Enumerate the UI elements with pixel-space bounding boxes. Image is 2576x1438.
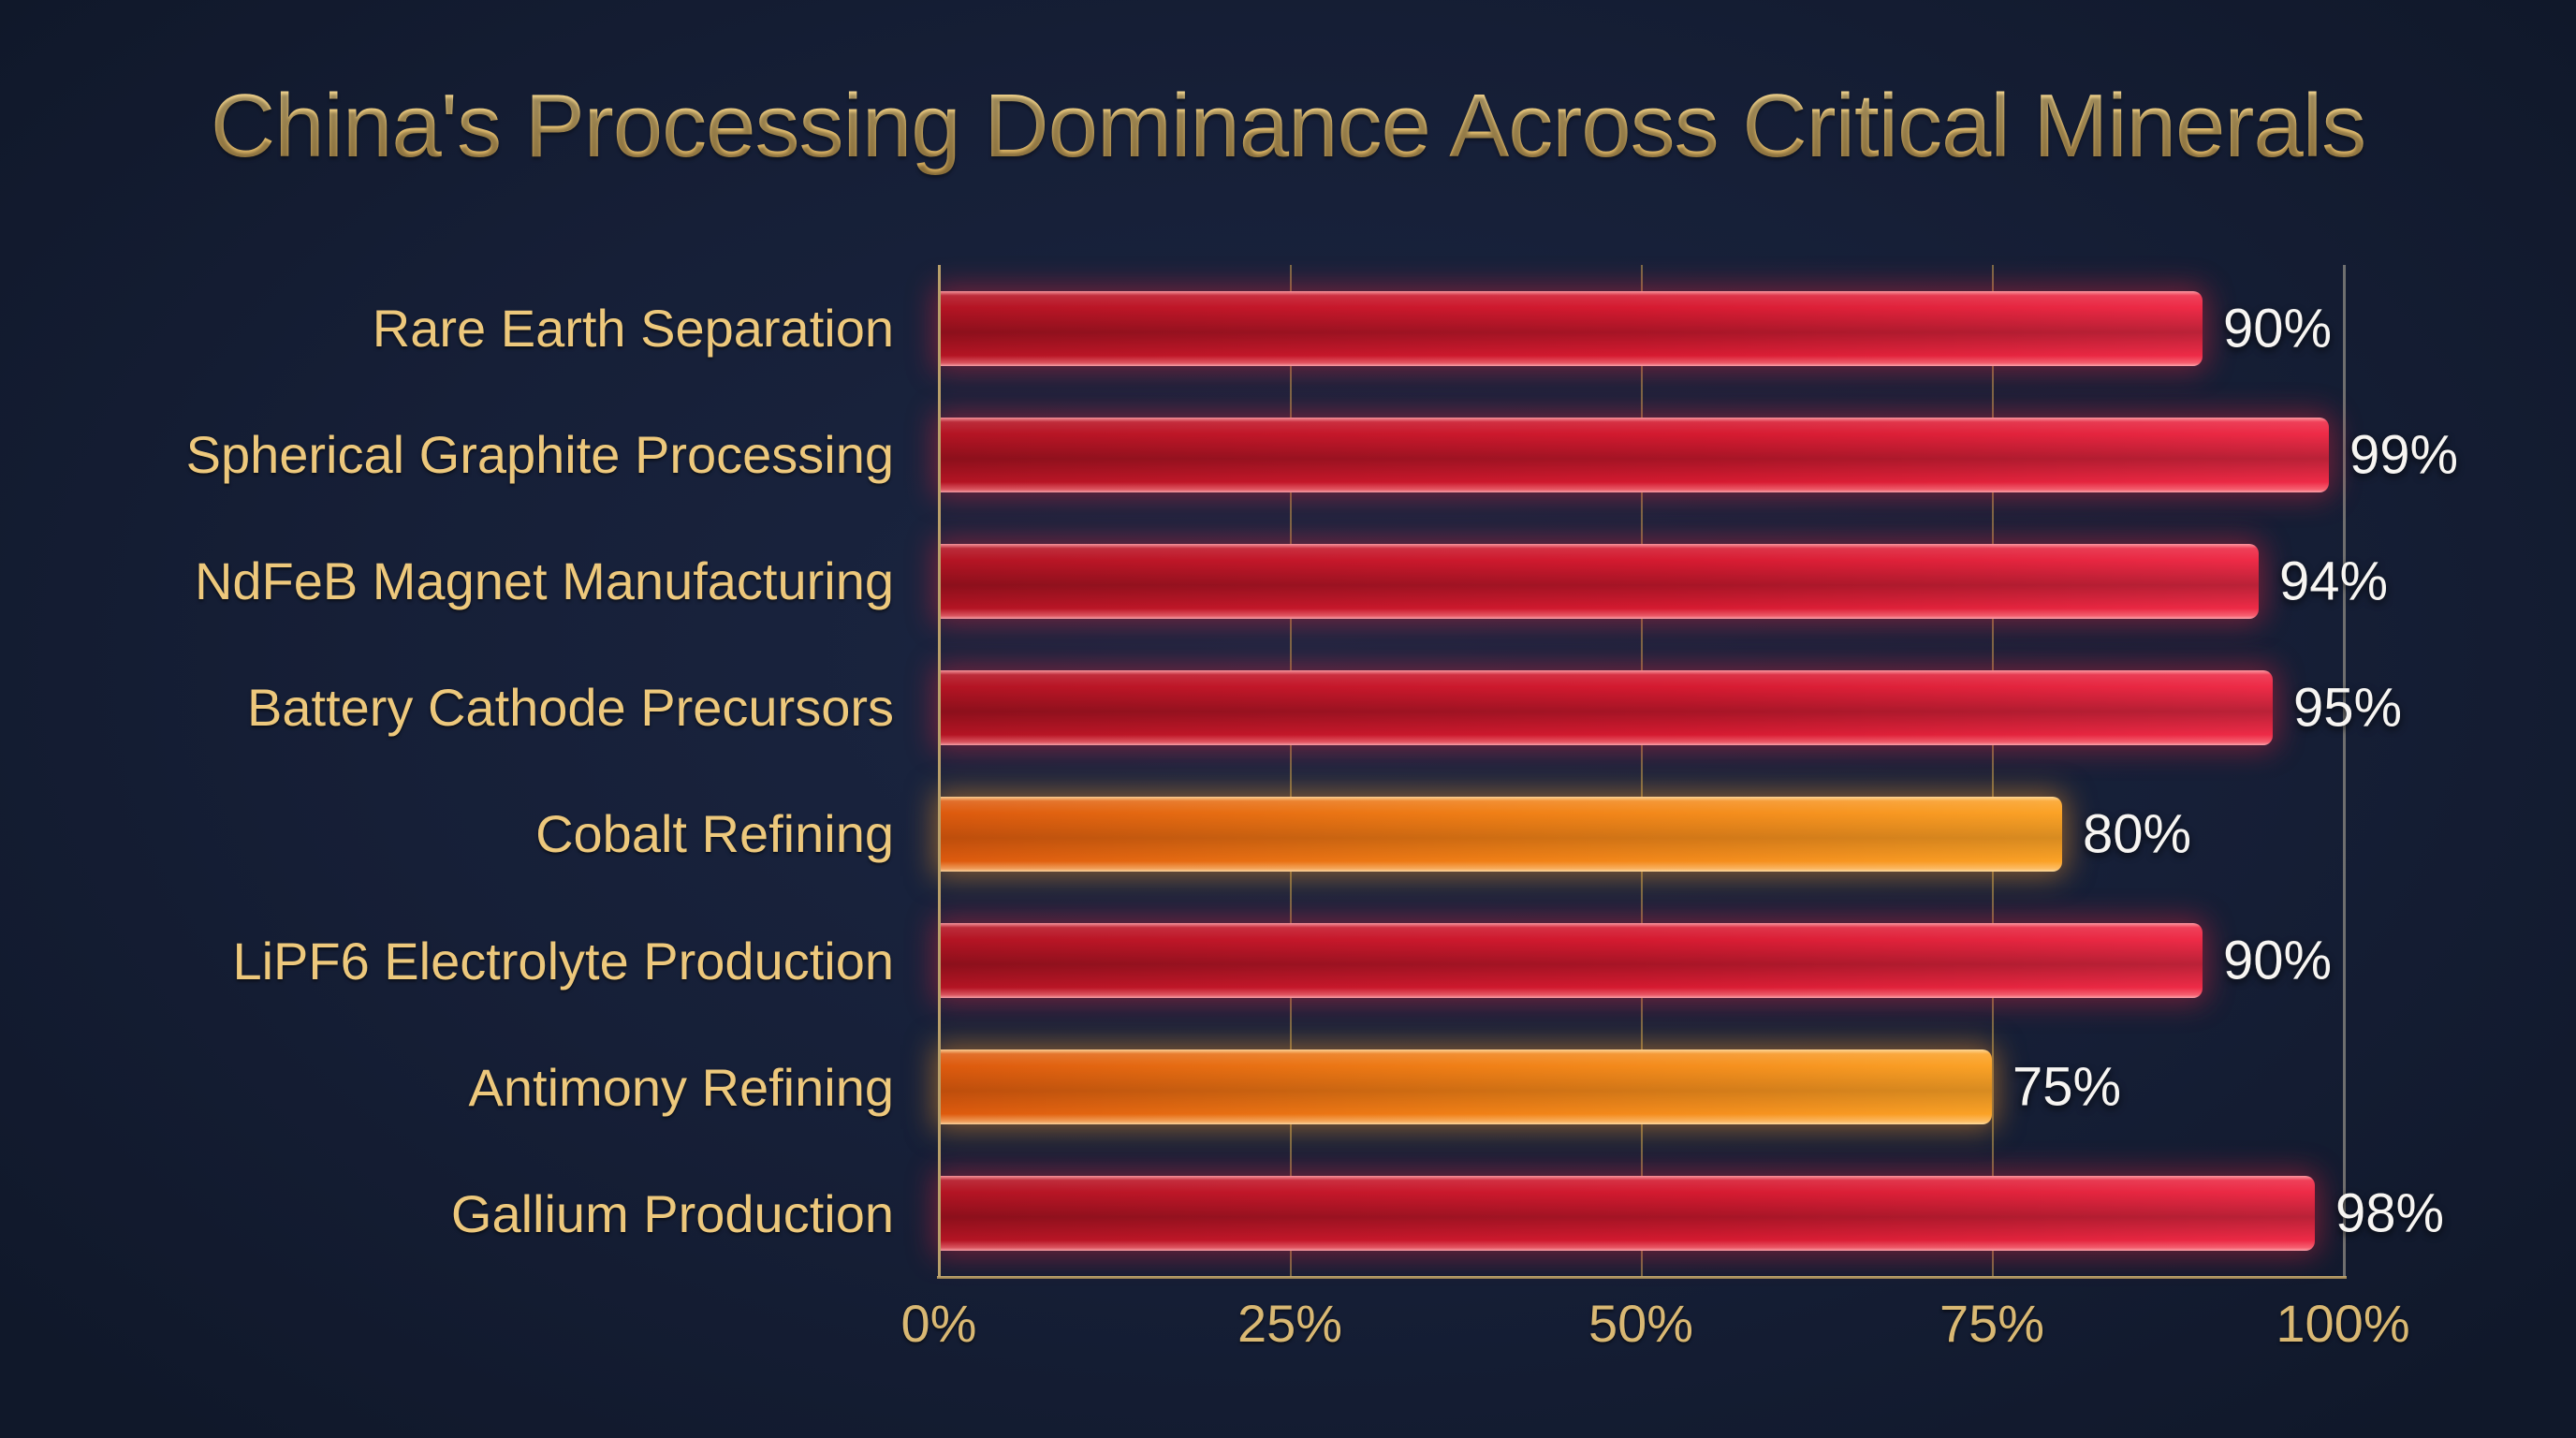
category-label: LiPF6 Electrolyte Production — [232, 931, 894, 990]
x-tick-label: 25% — [1237, 1294, 1343, 1353]
x-axis-line — [937, 1276, 2347, 1279]
bar-row: Rare Earth Separation 90% — [0, 265, 2576, 391]
category-label: Cobalt Refining — [535, 804, 894, 864]
value-label: 90% — [2223, 930, 2333, 991]
value-label: 95% — [2293, 677, 2403, 739]
bar: 90% — [939, 923, 2332, 999]
bar-row: Spherical Graphite Processing 99% — [0, 391, 2576, 518]
value-label: 99% — [2349, 424, 2459, 486]
gridline-25 — [1290, 265, 1292, 1277]
bar-row: NdFeB Magnet Manufacturing 94% — [0, 518, 2576, 644]
bar-track: 94% — [939, 543, 2388, 619]
category-label: Spherical Graphite Processing — [185, 425, 894, 485]
bar-row: LiPF6 Electrolyte Production 90% — [0, 897, 2576, 1023]
bar-track: 75% — [939, 1049, 2343, 1125]
bar: 75% — [939, 1049, 2121, 1125]
bar-track: 90% — [939, 290, 2343, 366]
bar-chart: Rare Earth Separation 90% Spherical Grap… — [0, 265, 2576, 1353]
x-tick-label: 75% — [1939, 1294, 2045, 1353]
x-tick-label: 100% — [2276, 1294, 2410, 1353]
bar: 94% — [939, 543, 2388, 619]
bar: 80% — [939, 796, 2191, 872]
bar-track: 95% — [939, 669, 2402, 745]
category-label: NdFeB Magnet Manufacturing — [194, 551, 894, 611]
value-label: 80% — [2083, 803, 2192, 865]
gridline-50 — [1641, 265, 1643, 1277]
chart-title: China's Processing Dominance Across Crit… — [0, 75, 2576, 178]
value-label: 98% — [2335, 1182, 2445, 1244]
bar: 99% — [939, 417, 2458, 492]
x-axis-ticks: 0% 25% 50% 75% 100% — [0, 1293, 2576, 1358]
bar-row: Cobalt Refining 80% — [0, 770, 2576, 897]
bar-track: 80% — [939, 796, 2343, 872]
gridline-100 — [2343, 265, 2346, 1277]
bar-row: Gallium Production 98% — [0, 1151, 2576, 1277]
bar: 90% — [939, 290, 2332, 366]
bar-row: Antimony Refining 75% — [0, 1024, 2576, 1151]
bar: 95% — [939, 669, 2402, 745]
bar-track: 90% — [939, 923, 2343, 999]
gridline-75 — [1992, 265, 1994, 1277]
plot-area: Rare Earth Separation 90% Spherical Grap… — [0, 265, 2576, 1279]
value-label: 75% — [2012, 1056, 2122, 1118]
bar-track: 99% — [939, 417, 2458, 492]
category-label: Battery Cathode Precursors — [247, 678, 894, 738]
value-label: 90% — [2223, 298, 2333, 360]
bar: 98% — [939, 1176, 2444, 1252]
x-tick-label: 0% — [900, 1294, 977, 1353]
category-label: Gallium Production — [450, 1183, 894, 1243]
y-axis-line — [938, 265, 941, 1277]
value-label: 94% — [2279, 550, 2389, 612]
x-tick-label: 50% — [1588, 1294, 1694, 1353]
category-label: Rare Earth Separation — [372, 299, 894, 359]
bar-track: 98% — [939, 1176, 2444, 1252]
bar-row: Battery Cathode Precursors 95% — [0, 644, 2576, 770]
category-label: Antimony Refining — [468, 1057, 894, 1117]
